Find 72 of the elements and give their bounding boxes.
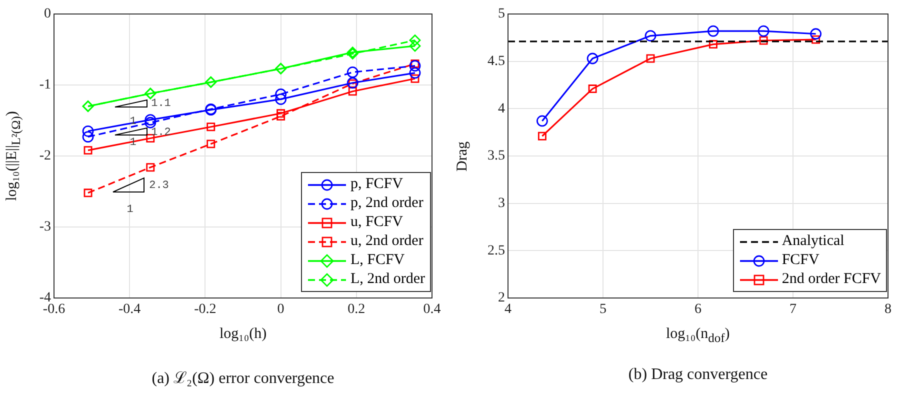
y-tick-label: 2.5 bbox=[488, 243, 505, 258]
x-tick-label: -0.2 bbox=[194, 302, 216, 318]
legend-label: p, FCFV bbox=[350, 176, 403, 193]
legend-label: 2nd order FCFV bbox=[782, 271, 881, 288]
point bbox=[538, 132, 546, 140]
y-tick-label: 2 bbox=[498, 290, 505, 306]
point bbox=[346, 66, 358, 78]
text: (a) ℒ₂(Ω) error convergence bbox=[152, 369, 334, 388]
legend-label: Analytical bbox=[782, 233, 844, 250]
x-tick-label: 8 bbox=[884, 302, 892, 318]
point bbox=[82, 125, 94, 137]
point bbox=[586, 52, 598, 64]
point bbox=[759, 36, 768, 45]
point bbox=[708, 40, 718, 49]
point bbox=[146, 134, 155, 142]
y-tick-label: -1 bbox=[39, 78, 51, 93]
point bbox=[810, 28, 822, 40]
x-tick-label: -0.4 bbox=[118, 302, 141, 318]
x-tick-label: 6 bbox=[694, 302, 702, 318]
point bbox=[536, 115, 548, 127]
y-axis-title: Drag bbox=[454, 141, 472, 171]
y-tick-label: 0 bbox=[44, 6, 51, 22]
point bbox=[84, 188, 92, 198]
x-axis-title: log₁₀(h) bbox=[220, 326, 267, 343]
y-tick-label: 3 bbox=[498, 196, 505, 212]
legend-label: L, FCFV bbox=[350, 252, 405, 269]
point bbox=[708, 25, 719, 37]
point bbox=[646, 54, 655, 63]
y-tick-label: -3 bbox=[39, 220, 51, 235]
point bbox=[758, 25, 770, 37]
x-tick-label: -0.6 bbox=[42, 302, 66, 318]
y-tick-label: 3.5 bbox=[488, 148, 505, 164]
point bbox=[644, 30, 656, 42]
point bbox=[410, 74, 420, 83]
point bbox=[84, 146, 92, 155]
point bbox=[409, 67, 421, 79]
point bbox=[144, 114, 156, 126]
point bbox=[275, 88, 286, 100]
y-tick-label: 5 bbox=[498, 6, 505, 22]
y-tick-label: 4.5 bbox=[488, 54, 505, 70]
point bbox=[275, 94, 286, 105]
legend-label: p, 2nd order bbox=[350, 195, 424, 212]
legend-label: u, 2nd order bbox=[350, 233, 424, 250]
annotation: 1 bbox=[126, 204, 134, 216]
x-tick-label: 5 bbox=[600, 302, 606, 318]
x-tick-label: 0.2 bbox=[348, 302, 366, 318]
point bbox=[146, 163, 155, 172]
y-tick-label: 4 bbox=[498, 101, 505, 116]
point bbox=[144, 116, 156, 128]
point bbox=[409, 34, 421, 46]
point bbox=[410, 59, 420, 68]
text: (b) Drag convergence bbox=[628, 366, 768, 384]
point bbox=[812, 35, 820, 44]
point bbox=[588, 84, 597, 94]
point bbox=[409, 40, 421, 52]
legend-label: L, 2nd order bbox=[350, 271, 425, 288]
annotation: 2.3 bbox=[149, 180, 169, 192]
legend-label: u, FCFV bbox=[350, 214, 403, 231]
annotation: 1.2 bbox=[151, 127, 171, 139]
annotation: 1.1 bbox=[151, 98, 171, 110]
x-tick-label: 0 bbox=[277, 302, 284, 318]
point bbox=[206, 140, 216, 148]
point bbox=[276, 109, 286, 118]
x-tick-label: 0.4 bbox=[423, 302, 441, 318]
x-tick-label: 7 bbox=[790, 302, 796, 318]
x-axis-title: log₁₀(n$_{dof}$) bbox=[666, 326, 730, 346]
y-tick-label: -2 bbox=[39, 148, 51, 164]
point bbox=[348, 87, 357, 96]
point bbox=[409, 60, 421, 72]
legend-label: FCFV bbox=[782, 252, 820, 269]
point bbox=[82, 131, 94, 143]
point bbox=[206, 122, 216, 132]
